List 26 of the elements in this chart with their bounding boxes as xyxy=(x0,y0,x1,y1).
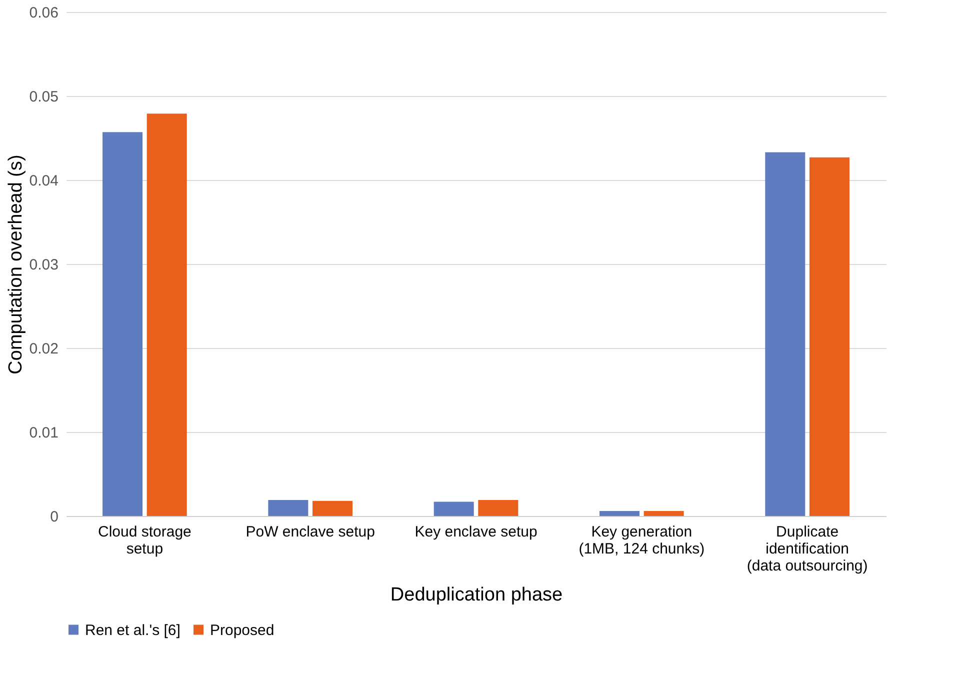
bar xyxy=(765,152,806,516)
legend-label: Ren et al.'s [6] xyxy=(85,622,180,639)
x-tick-label: Key enclave setup xyxy=(414,524,538,540)
bar xyxy=(434,502,474,516)
y-tick-label: 0.05 xyxy=(29,88,58,106)
bar xyxy=(312,500,353,516)
bar xyxy=(102,132,143,516)
x-axis-title: Deduplication phase xyxy=(390,584,563,606)
bar xyxy=(478,500,518,516)
x-tick-label: Duplicate identification (data outsourcing) xyxy=(746,524,868,574)
bar xyxy=(599,510,640,516)
y-tick-label: 0.02 xyxy=(29,340,58,358)
y-tick-label: 0 xyxy=(50,508,58,526)
x-tick-label: PoW enclave setup xyxy=(246,524,375,540)
y-tick-label: 0.03 xyxy=(29,256,58,274)
bar xyxy=(146,114,187,516)
bar xyxy=(644,510,684,516)
x-tick-label: Cloud storage setup xyxy=(98,524,192,558)
y-tick-label: 0.06 xyxy=(29,4,58,22)
y-tick-label: 0.01 xyxy=(29,424,58,442)
bar xyxy=(268,500,308,516)
legend-label: Proposed xyxy=(210,622,274,639)
x-tick-label: Key generation (1MB, 124 chunks) xyxy=(578,524,705,558)
bar xyxy=(809,157,850,516)
y-tick-label: 0.04 xyxy=(29,172,58,190)
y-axis-title: Computation overhead (s) xyxy=(5,154,26,374)
